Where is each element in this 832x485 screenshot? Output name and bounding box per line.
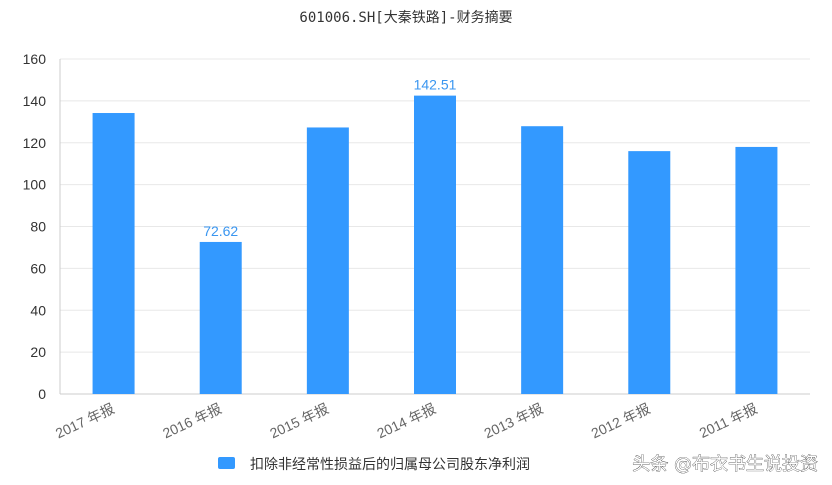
- legend-label: 扣除非经常性损益后的归属母公司股东净利润: [250, 456, 530, 473]
- bar: [306, 127, 349, 394]
- x-tick-label: 2014 年报: [374, 400, 438, 441]
- y-tick-label: 60: [30, 260, 46, 276]
- bar: [628, 151, 671, 394]
- y-tick-label: 40: [30, 302, 46, 318]
- legend-swatch: [218, 457, 235, 469]
- y-tick-label: 80: [30, 219, 46, 235]
- watermark: 头条 @布衣书生说投资: [632, 454, 818, 475]
- x-tick-label: 2012 年报: [589, 400, 653, 441]
- x-tick-label: 2011 年报: [697, 400, 760, 441]
- y-tick-label: 100: [23, 177, 47, 193]
- data-label: 142.51: [414, 77, 457, 93]
- y-tick-label: 20: [30, 344, 46, 360]
- data-label: 72.62: [203, 223, 238, 239]
- plot-area: 0 20 40 60 80 100 120 140 160 2017 年报 72.62 2016 年报…: [23, 51, 810, 441]
- y-tick-label: 0: [38, 386, 46, 402]
- y-tick-label: 120: [23, 135, 47, 151]
- y-tick-label: 160: [23, 51, 47, 67]
- legend: 扣除非经常性损益后的归属母公司股东净利润: [218, 456, 530, 473]
- bar: [521, 126, 564, 394]
- bar: [199, 241, 242, 394]
- y-tick-label: 140: [23, 93, 47, 109]
- x-tick-label: 2017 年报: [53, 400, 117, 441]
- x-tick-label: 2013 年报: [482, 400, 546, 441]
- bar: [414, 95, 456, 394]
- x-tick-label: 2016 年报: [160, 400, 224, 441]
- bar: [92, 113, 135, 395]
- x-tick-label: 2015 年报: [267, 400, 331, 441]
- bar: [735, 146, 778, 394]
- chart-title: 601006.SH[大秦铁路]-财务摘要: [299, 9, 512, 26]
